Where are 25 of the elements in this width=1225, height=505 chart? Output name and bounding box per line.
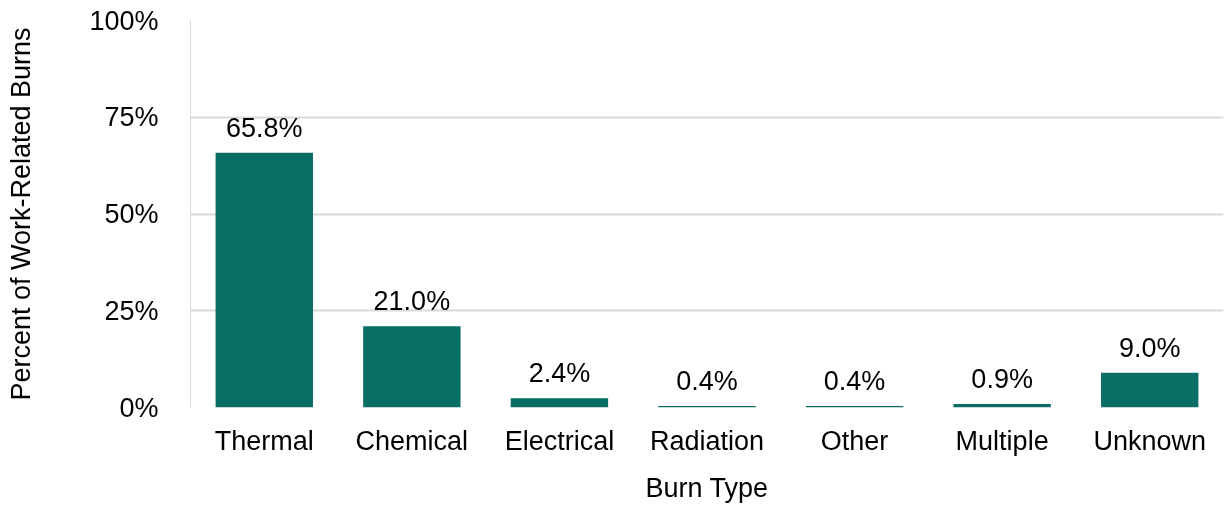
y-tick-label: 25% [104, 295, 159, 326]
x-tick-label: Thermal [214, 425, 314, 456]
y-tick-label: 100% [89, 5, 159, 36]
x-axis-title: Burn Type [645, 472, 769, 503]
data-label: 2.4% [528, 358, 591, 389]
x-tick-label: Chemical [355, 425, 469, 456]
data-label: 0.4% [676, 365, 738, 396]
data-label: 0.4% [823, 365, 886, 396]
bar [363, 326, 461, 408]
data-label: 21.0% [373, 286, 451, 317]
y-tick-label: 75% [104, 102, 159, 133]
y-tick-label: 50% [104, 199, 159, 229]
y-axis-title: Percent of Work-Related Burns [6, 27, 37, 401]
x-tick-label: Electrical [504, 425, 615, 456]
bar [215, 152, 313, 408]
x-tick-label: Other [820, 425, 889, 456]
x-tick-label: Radiation [649, 425, 765, 456]
bar [510, 398, 609, 408]
y-tick-label: 0% [119, 392, 159, 423]
x-tick-label: Unknown [1093, 425, 1206, 456]
data-label: 0.9% [971, 364, 1033, 395]
bar [1101, 372, 1199, 408]
data-label: 9.0% [1118, 332, 1181, 363]
x-tick-label: Multiple [955, 425, 1049, 456]
data-label: 65.8% [226, 112, 303, 143]
